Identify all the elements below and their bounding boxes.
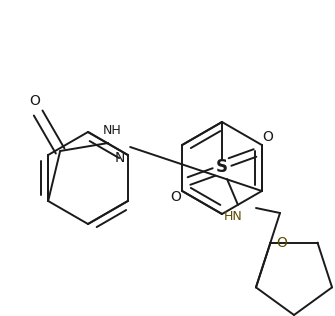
Text: O: O [276,236,287,250]
Text: O: O [30,94,41,108]
Text: O: O [171,190,182,204]
Text: N: N [115,151,125,165]
Text: S: S [216,158,228,176]
Text: HN: HN [224,210,243,223]
Text: O: O [263,130,273,144]
Text: NH: NH [103,125,122,137]
